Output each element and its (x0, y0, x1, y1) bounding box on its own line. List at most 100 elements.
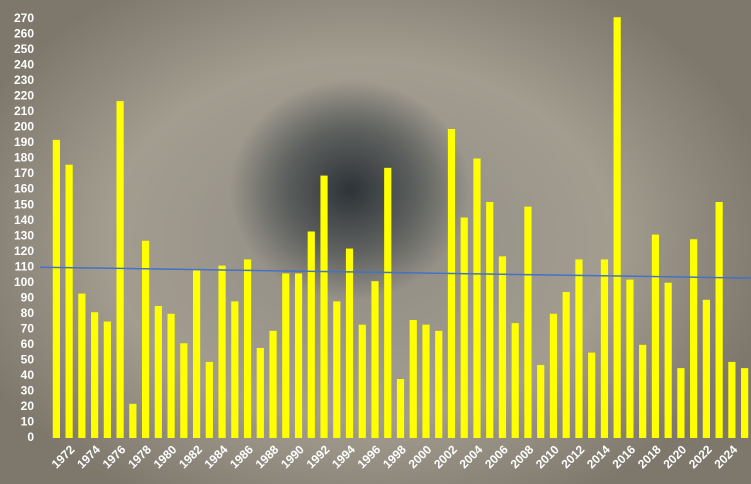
bar (269, 330, 277, 438)
bar (371, 281, 379, 438)
bar (345, 248, 354, 438)
y-tick-label: 200 (14, 120, 34, 134)
x-tick-label: 1980 (151, 442, 180, 471)
y-tick-label: 0 (27, 430, 34, 444)
bar (243, 259, 252, 438)
bar (396, 378, 405, 438)
bar (384, 167, 392, 439)
x-tick-label: 2008 (508, 442, 537, 471)
y-tick-label: 160 (14, 182, 34, 196)
y-tick-label: 270 (14, 11, 34, 25)
x-tick-label: 2010 (533, 442, 562, 471)
x-tick-label: 1998 (380, 442, 409, 471)
bar (473, 158, 481, 438)
x-tick-label: 1994 (329, 442, 358, 471)
x-tick-label: 1974 (74, 442, 103, 471)
bar (167, 313, 175, 438)
bar (129, 403, 137, 438)
x-tick-label: 1972 (49, 442, 78, 471)
bar (447, 129, 456, 439)
y-tick-label: 140 (14, 213, 34, 227)
x-tick-label: 2012 (559, 442, 588, 471)
bar (180, 343, 188, 438)
bar (600, 259, 609, 438)
y-tick-label: 40 (21, 368, 35, 382)
bar (690, 239, 698, 438)
bar (741, 368, 749, 438)
bar (562, 292, 570, 438)
bar (103, 321, 111, 438)
bar (205, 361, 213, 438)
x-tick-label: 1982 (176, 442, 205, 471)
y-tick-label: 70 (21, 321, 35, 335)
x-tick-label: 1984 (202, 442, 231, 471)
bar (116, 101, 124, 439)
bar (613, 17, 621, 439)
bar (422, 324, 430, 438)
y-tick-label: 10 (21, 415, 35, 429)
y-tick-label: 20 (21, 399, 35, 413)
y-tick-label: 150 (14, 197, 34, 211)
bar (141, 240, 150, 438)
bar (626, 279, 634, 438)
x-tick-label: 1990 (278, 442, 307, 471)
bar (702, 299, 710, 438)
x-tick-label: 2002 (431, 442, 460, 471)
bar (65, 164, 73, 438)
bar (358, 324, 366, 438)
y-tick-label: 220 (14, 89, 34, 103)
x-tick-label: 2018 (635, 442, 664, 471)
y-tick-label: 120 (14, 244, 34, 258)
bar (435, 330, 443, 438)
bar (588, 352, 596, 438)
trend-line (39, 266, 751, 279)
bar (231, 301, 239, 438)
bar (192, 270, 201, 438)
bar (486, 201, 494, 438)
y-tick-label: 190 (14, 135, 34, 149)
y-tick-label: 90 (21, 290, 35, 304)
x-tick-label: 2006 (482, 442, 511, 471)
y-tick-label: 240 (14, 58, 34, 72)
x-tick-label: 2004 (457, 442, 486, 471)
bar (409, 319, 417, 438)
x-tick-label: 1978 (125, 442, 154, 471)
y-tick-label: 170 (14, 166, 34, 180)
x-tick-label: 1986 (227, 442, 256, 471)
bar (154, 306, 162, 438)
bar (549, 313, 558, 438)
bar (651, 234, 660, 438)
bar (664, 282, 672, 438)
bar (460, 217, 468, 438)
y-tick-label: 230 (14, 73, 34, 87)
y-tick-label: 210 (14, 104, 34, 118)
bar (52, 139, 60, 439)
y-tick-label: 110 (15, 259, 35, 273)
bar (307, 231, 315, 438)
bar (256, 347, 264, 438)
x-tick-label: 2014 (584, 442, 613, 471)
bar (511, 323, 519, 438)
bar (537, 365, 545, 438)
y-tick-label: 30 (21, 384, 35, 398)
bar (294, 273, 303, 438)
bar (677, 368, 685, 438)
x-tick-label: 2024 (711, 442, 740, 471)
y-tick-label: 130 (14, 228, 34, 242)
bar (575, 259, 583, 438)
bar (728, 361, 736, 438)
bar (498, 256, 507, 438)
bar (282, 273, 290, 438)
x-tick-label: 1992 (304, 442, 333, 471)
y-tick-label: 80 (21, 306, 35, 320)
x-tick-label: 2020 (660, 442, 689, 471)
bar (524, 206, 532, 438)
y-tick-label: 50 (21, 353, 35, 367)
bar (333, 301, 341, 438)
x-tick-label: 2022 (686, 442, 715, 471)
x-tick-label: 1976 (100, 442, 129, 471)
x-tick-label: 2000 (406, 442, 435, 471)
bar (639, 344, 647, 438)
